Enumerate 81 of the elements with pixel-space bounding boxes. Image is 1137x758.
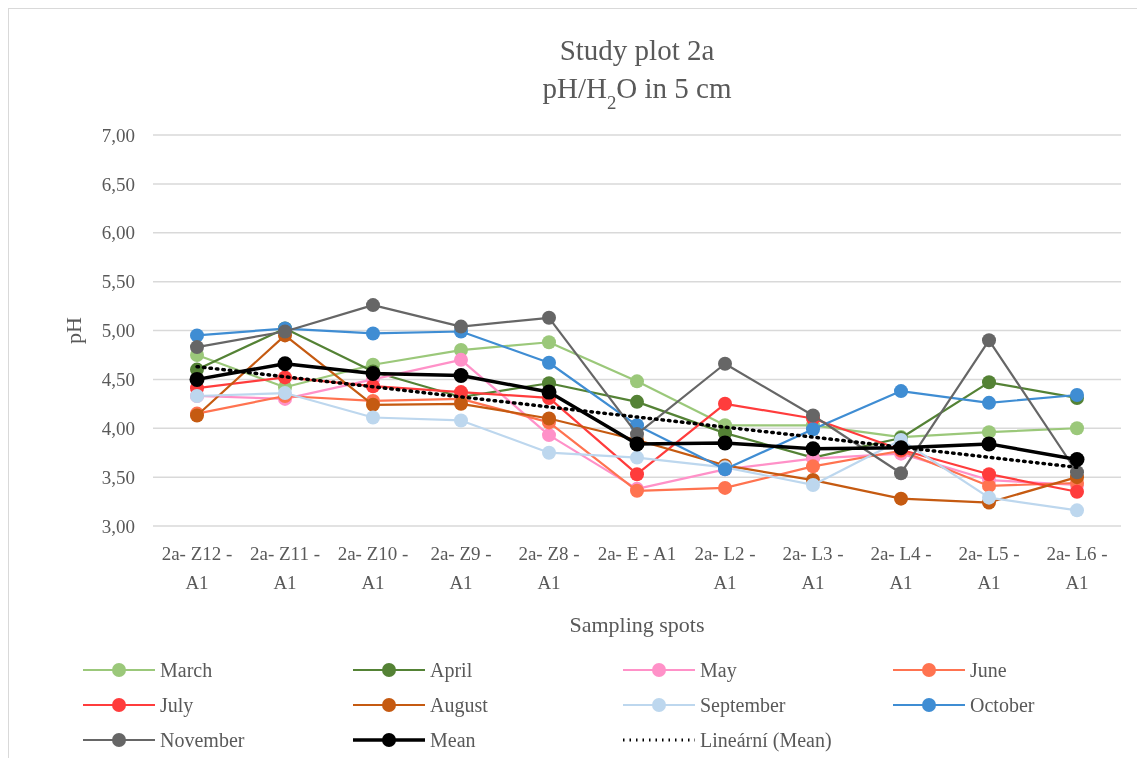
point xyxy=(189,371,205,387)
y-tick-label: 4,00 xyxy=(101,417,135,439)
point xyxy=(542,445,556,460)
y-tick-label: 5,00 xyxy=(101,320,135,342)
x-tick-label: 2a- Z10 - A1 xyxy=(337,543,409,593)
x-tick-label: 2a- L3 - A1 xyxy=(782,543,844,593)
point xyxy=(1070,503,1084,518)
point xyxy=(190,328,204,343)
point xyxy=(630,374,644,389)
legend-label: May xyxy=(700,659,737,682)
chart-title: Study plot 2a pH/H$_{2}$O in 5 cm xyxy=(542,34,732,113)
point xyxy=(718,356,732,371)
point xyxy=(454,352,468,367)
point xyxy=(629,436,645,452)
point xyxy=(366,410,380,425)
legend-label: September xyxy=(700,694,786,717)
point xyxy=(982,395,996,410)
point xyxy=(805,441,821,457)
legend-label: Lineární (Mean) xyxy=(700,729,832,752)
point xyxy=(366,326,380,341)
point xyxy=(366,397,380,412)
x-tick-label: 2a- Z12 - A1 xyxy=(161,543,233,593)
point xyxy=(982,425,996,440)
point xyxy=(982,490,996,505)
x-tick-label: 2a- E - A1 xyxy=(597,543,677,564)
legend-label: Mean xyxy=(430,729,476,751)
x-tick-label: 2a- Z11 - A1 xyxy=(250,543,320,593)
x-tick-label: 2a- L2 - A1 xyxy=(694,543,756,593)
y-tick-label: 3,50 xyxy=(101,466,135,488)
x-tick-label: 2a- L6 - A1 xyxy=(1046,543,1108,593)
point xyxy=(806,477,820,492)
point xyxy=(718,396,732,411)
legend-label: June xyxy=(970,659,1007,681)
point xyxy=(630,394,644,409)
legend-label: August xyxy=(430,694,489,717)
point xyxy=(1070,484,1084,499)
point xyxy=(1069,452,1085,468)
point xyxy=(894,466,908,481)
legend-label: October xyxy=(970,694,1035,716)
x-tick-label: 2a- Z9 - A1 xyxy=(430,543,492,593)
point xyxy=(453,367,469,383)
y-tick-label: 4,50 xyxy=(101,369,135,391)
point xyxy=(277,356,293,372)
point xyxy=(717,435,733,451)
point xyxy=(454,396,468,411)
point xyxy=(542,310,556,325)
y-tick-label: 5,50 xyxy=(101,271,135,293)
x-tick-label: 2a- L4 - A1 xyxy=(870,543,932,593)
x-tick-label: 2a- L5 - A1 xyxy=(958,543,1020,593)
legend-label: July xyxy=(160,694,194,717)
point xyxy=(542,428,556,443)
point xyxy=(982,333,996,348)
y-axis-title: pH xyxy=(61,316,86,344)
x-axis-title: Sampling spots xyxy=(569,612,705,637)
point xyxy=(982,375,996,390)
point xyxy=(542,335,556,350)
y-tick-label: 7,00 xyxy=(101,124,135,146)
point xyxy=(894,491,908,506)
point xyxy=(806,422,820,437)
point xyxy=(542,355,556,370)
point xyxy=(541,384,557,400)
point xyxy=(542,411,556,426)
point xyxy=(1070,421,1084,436)
point xyxy=(718,480,732,495)
point xyxy=(630,467,644,482)
point xyxy=(806,459,820,474)
legend-label: March xyxy=(160,659,213,681)
point xyxy=(982,467,996,482)
point xyxy=(454,413,468,428)
y-tick-label: 6,50 xyxy=(101,173,135,195)
point xyxy=(981,436,997,452)
x-tick-label: 2a- Z8 - A1 xyxy=(518,543,580,593)
legend-label: April xyxy=(430,659,473,682)
point xyxy=(190,340,204,355)
legend-label: November xyxy=(160,729,245,751)
point xyxy=(630,450,644,465)
y-tick-label: 6,00 xyxy=(101,222,135,244)
point xyxy=(366,298,380,313)
y-tick-label: 3,00 xyxy=(101,515,135,537)
point xyxy=(894,384,908,399)
point xyxy=(454,319,468,334)
